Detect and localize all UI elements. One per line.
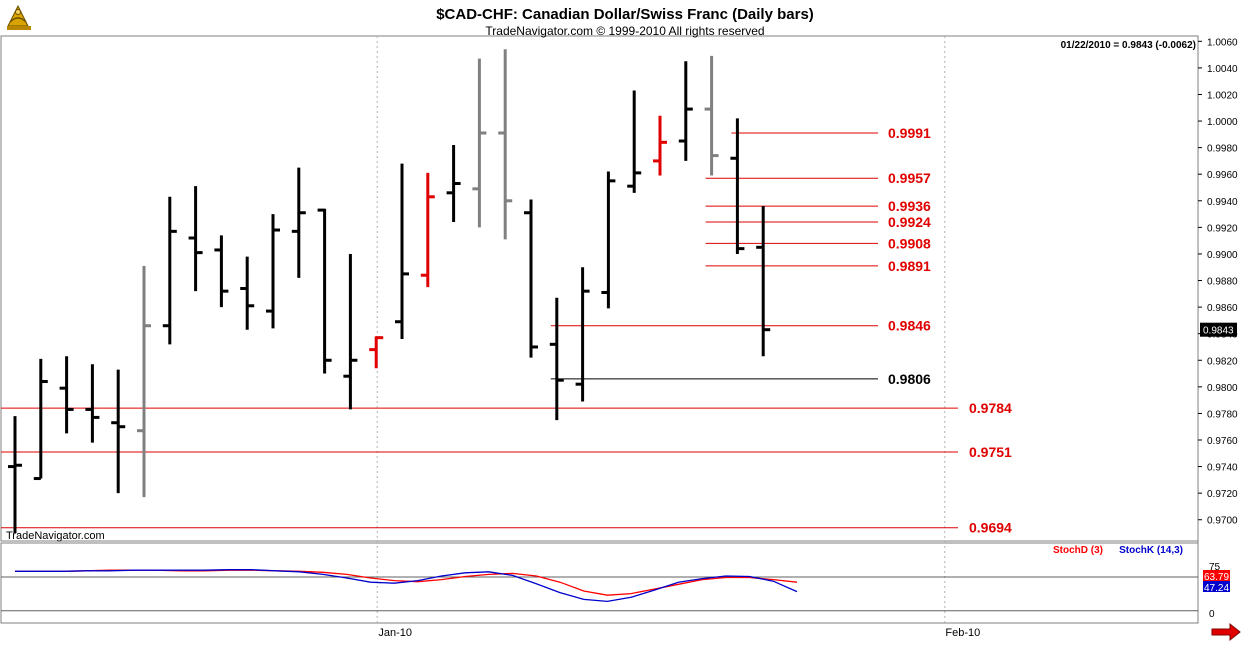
ohlc-bar (524, 199, 538, 358)
ohlc-bar (549, 297, 564, 421)
level-label: 0.9924 (888, 214, 931, 230)
ohlc-bar (472, 58, 487, 228)
y-tick-label: 0.9820 (1207, 356, 1238, 367)
copyright-text: TradeNavigator.com © 1999-2010 All right… (485, 24, 764, 38)
stochk-value-box (1203, 581, 1230, 592)
y-tick-label: 0.9920 (1207, 223, 1238, 234)
ohlc-bar (8, 416, 22, 534)
ohlc-bar (653, 115, 667, 176)
ohlc-bar (678, 61, 693, 161)
price-panel-frame (0, 35, 1199, 542)
y-tick-label: 1.0040 (1207, 64, 1238, 75)
ohlc-bar (240, 256, 255, 330)
ohlc-bar (85, 364, 100, 443)
ohlc-bar (395, 163, 409, 339)
level-label: 0.9784 (969, 400, 1012, 416)
ohlc-bar (291, 167, 306, 278)
stoch-tick-label: 0 (1209, 609, 1215, 620)
sextant-icon (7, 4, 31, 30)
brand-watermark: TradeNavigator.com (6, 530, 105, 542)
ohlc-bar (756, 206, 771, 357)
level-label: 0.9846 (888, 318, 931, 334)
y-tick-label: 1.0060 (1207, 37, 1238, 48)
ohlc-bar (627, 90, 642, 193)
ohlc-bar (162, 196, 177, 345)
ohlc-bar (137, 265, 151, 498)
ohlc-bar (266, 214, 280, 329)
red-arrow-right-icon[interactable] (1211, 622, 1241, 642)
level-label: 0.9891 (888, 258, 931, 274)
ohlc-bar (575, 267, 590, 402)
x-tick-label: Feb-10 (945, 627, 980, 639)
ohlc-bar (188, 186, 203, 292)
ohlc-bar (369, 336, 384, 369)
last-quote-readout: 01/22/2010 = 0.9843 (-0.0062) (1061, 40, 1196, 51)
level-label: 0.9957 (888, 170, 931, 186)
ohlc-bar (317, 208, 332, 374)
time-axis: Jan-10 Feb-10 (378, 627, 980, 639)
y-tick-label: 0.9960 (1207, 170, 1238, 181)
ohlc-bar (343, 253, 358, 410)
y-tick-label: 0.9800 (1207, 383, 1238, 394)
level-label: 0.9751 (969, 444, 1012, 460)
y-tick-label: 0.9760 (1207, 436, 1238, 447)
level-label: 0.9936 (888, 198, 931, 214)
last-price-label: 0.9843 (1203, 326, 1234, 337)
y-tick-label: 0.9980 (1207, 144, 1238, 155)
chart-title: $CAD-CHF: Canadian Dollar/Swiss Franc (D… (436, 6, 814, 23)
stoch-tick-label: 75 (1209, 562, 1221, 573)
ohlc-bar (446, 144, 461, 223)
y-tick-label: 0.9860 (1207, 303, 1238, 314)
level-label: 0.9806 (888, 371, 931, 387)
indicator-panel-frame (0, 542, 1199, 624)
ohlc-bar (730, 118, 745, 254)
last-price-box (1200, 322, 1237, 337)
ohlc-bar (214, 235, 229, 308)
level-label: 0.9991 (888, 125, 931, 141)
x-tick-label: Jan-10 (378, 627, 412, 639)
y-tick-label: 0.9720 (1207, 489, 1238, 500)
ohlc-bar (601, 171, 616, 309)
y-tick-label: 1.0020 (1207, 90, 1238, 101)
legend-stochk: StochK (14,3) (1119, 545, 1183, 556)
level-label: 0.9694 (969, 520, 1012, 536)
stochk-value: 47.24 (1204, 583, 1229, 594)
y-tick-label: 0.9880 (1207, 277, 1238, 288)
ohlc-bar (111, 369, 126, 494)
price-axis: 1.0060 1.0040 1.0020 1.0000 0.9980 0.9960 0.99… (1198, 37, 1238, 527)
price-bars (8, 49, 771, 534)
ohlc-bar (704, 55, 719, 176)
y-tick-label: 0.9740 (1207, 463, 1238, 474)
y-tick-label: 1.0000 (1207, 117, 1238, 128)
y-tick-label: 0.9780 (1207, 409, 1238, 420)
stochd-value: 63.79 (1204, 572, 1229, 583)
y-tick-label: 0.9700 (1207, 516, 1238, 527)
legend-stochd: StochD (3) (1053, 545, 1103, 556)
stoch-series-line (15, 569, 798, 603)
y-tick-label: 0.9940 (1207, 197, 1238, 208)
ohlc-bar (59, 356, 74, 434)
ohlc-bar (498, 49, 513, 240)
stochd-value-box (1203, 570, 1230, 581)
ohlc-bar (420, 172, 435, 288)
level-label: 0.9908 (888, 235, 931, 251)
y-tick-label: 0.9900 (1207, 250, 1238, 261)
ohlc-bar (33, 358, 48, 481)
